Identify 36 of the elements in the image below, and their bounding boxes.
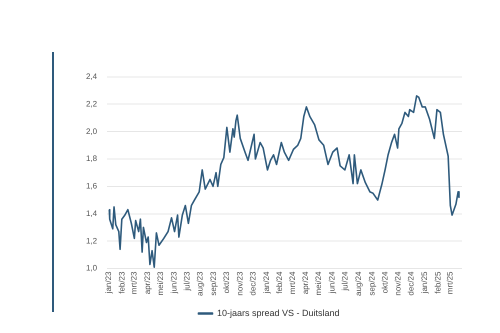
y-tick-label: 2,2 [86, 99, 98, 108]
x-tick-label: mrt/25 [446, 270, 455, 294]
x-tick-label: mrt/23 [130, 270, 139, 294]
x-tick-label: jun/23 [169, 270, 178, 294]
y-tick-label: 1,8 [86, 154, 98, 164]
x-tick-label: feb/25 [433, 270, 442, 294]
x-tick-label: apr/24 [301, 270, 310, 294]
x-tick-label: feb/23 [117, 270, 126, 294]
x-tick-label: okt/23 [222, 270, 232, 294]
x-tick-label: okt/24 [380, 270, 390, 294]
x-tick-label: jul/23 [182, 270, 192, 292]
x-tick-label: dec/23 [248, 270, 258, 296]
x-tick-label: aug/24 [354, 270, 363, 296]
y-tick-label: 1,4 [86, 208, 98, 218]
x-tick-label: mei/23 [156, 270, 165, 296]
x-tick-label: jan/24 [262, 270, 271, 294]
x-tick-label: nov/24 [394, 270, 403, 296]
x-tick-label: mrt/24 [288, 270, 297, 294]
x-tick-label: sep/24 [367, 270, 376, 296]
x-tick-label: nov/23 [235, 270, 244, 296]
x-tick-label: aug/23 [196, 270, 205, 296]
x-tick-label: dec/24 [406, 270, 416, 296]
legend-label: 10-jaars spread VS - Duitsland [216, 308, 340, 318]
x-tick-label: sep/23 [209, 270, 218, 296]
y-tick-label: 2,4 [86, 72, 98, 82]
x-tick-label: jan/25 [420, 270, 430, 294]
x-tick-label: jul/24 [340, 270, 350, 292]
y-tick-label: 1,2 [86, 236, 98, 246]
x-tick-label: mei/24 [314, 270, 324, 296]
x-tick-label: feb/24 [275, 270, 284, 294]
x-tick-label: apr/23 [142, 270, 152, 294]
y-tick-label: 1,6 [86, 182, 98, 191]
x-tick-label: jan/23 [104, 270, 114, 294]
x-tick-label: jun/24 [328, 270, 337, 294]
y-tick-label: 1,0 [86, 264, 98, 273]
y-tick-label: 2,0 [86, 126, 98, 136]
